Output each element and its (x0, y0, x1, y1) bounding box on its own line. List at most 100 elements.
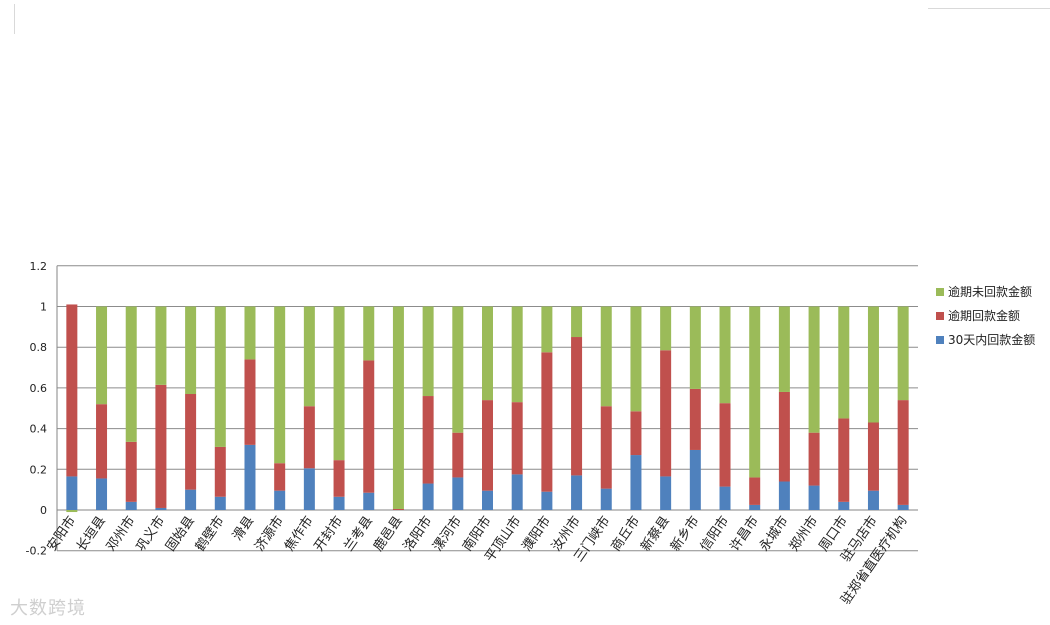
legend-label: 逾期未回款金额 (948, 284, 1032, 299)
x-tick-label: 洛阳市 (400, 513, 435, 554)
bar-segment-overdue-paid (630, 411, 642, 456)
bar-segment-overdue-unpaid (482, 306, 493, 401)
bar-segment-30-day (125, 501, 137, 510)
x-tick-label: 焦作市 (281, 513, 316, 554)
bar-segment-overdue-unpaid (571, 306, 583, 338)
bar-segment-overdue-paid (155, 384, 167, 508)
bar-segment-overdue-unpaid (630, 306, 642, 412)
bar-segment-30-day (719, 486, 731, 510)
bar-segment-30-day (778, 481, 790, 510)
y-tick-label: 0.4 (30, 423, 48, 436)
bar-segment-30-day (600, 488, 612, 510)
bar-segment-30-day (155, 507, 167, 510)
bar-segment-overdue-paid (897, 400, 909, 505)
bar-segment-overdue-unpaid (155, 306, 167, 385)
bar-segment-30-day (511, 474, 523, 510)
bar-segment-overdue-paid (303, 406, 315, 469)
legend-swatch (936, 312, 944, 320)
bar-segment-30-day (867, 490, 879, 510)
bar-segment-overdue-paid (274, 463, 286, 491)
bar-segment-overdue-unpaid (600, 306, 612, 407)
bar-segment-overdue-unpaid (66, 510, 78, 513)
bar-segment-30-day (689, 449, 701, 510)
x-tick-label: 许昌市 (726, 513, 761, 554)
y-tick-label: -0.2 (26, 545, 47, 558)
x-tick-label: 郑州市 (786, 513, 821, 554)
bar-segment-overdue-unpaid (541, 306, 553, 353)
bar-segment-30-day (363, 492, 375, 510)
x-tick-label: 安阳市 (44, 513, 79, 554)
x-tick-label: 邓州市 (103, 513, 138, 554)
bar-segment-overdue-paid (214, 446, 226, 497)
x-tick-label: 兰考县 (341, 514, 376, 555)
bar-segment-overdue-paid (541, 352, 553, 492)
legend-swatch (936, 288, 944, 296)
bar-segment-overdue-unpaid (511, 306, 523, 403)
bar-segment-30-day (660, 476, 672, 510)
bar-segment-overdue-unpaid (303, 306, 315, 407)
legend-swatch (936, 336, 944, 344)
bar-segment-overdue-paid (689, 388, 701, 450)
bar-segment-overdue-paid (96, 404, 108, 479)
bar-segment-overdue-paid (333, 460, 345, 497)
y-tick-label: 0.2 (30, 463, 48, 476)
x-tick-label: 新乡市 (667, 513, 702, 554)
x-tick-label: 鹤壁市 (192, 513, 227, 554)
bar-segment-overdue-unpaid (778, 306, 790, 392)
bar-segment-overdue-unpaid (749, 306, 761, 478)
bar-segment-overdue-unpaid (689, 306, 701, 389)
y-tick-label: 0.6 (30, 382, 48, 395)
y-tick-label: 1 (40, 301, 47, 314)
bar-segment-overdue-paid (778, 391, 790, 482)
bar-segment-overdue-unpaid (452, 306, 464, 433)
bar-segment-overdue-unpaid (333, 306, 345, 461)
bar-segment-overdue-paid (571, 337, 583, 476)
bar-segment-overdue-unpaid (392, 306, 404, 509)
bar-segment-overdue-unpaid (719, 306, 731, 404)
bar-segment-30-day (214, 496, 226, 510)
x-tick-label: 永城市 (756, 513, 791, 554)
bar-segment-overdue-unpaid (214, 306, 226, 447)
bar-segment-overdue-paid (185, 394, 197, 490)
legend-label: 30天内回款金额 (948, 332, 1035, 347)
bar-segment-overdue-paid (452, 432, 464, 478)
x-tick-label: 开封市 (311, 513, 346, 554)
bar-segment-overdue-paid (363, 360, 375, 493)
x-tick-label: 新蔡县 (637, 513, 672, 554)
x-tick-label: 信阳市 (697, 513, 732, 554)
legend-label: 逾期回款金额 (948, 308, 1020, 323)
x-tick-label: 固始县 (163, 514, 198, 555)
bar-segment-overdue-paid (482, 400, 493, 491)
bar-segment-30-day (571, 475, 583, 510)
x-tick-label: 濮阳市 (519, 513, 554, 554)
bars (66, 304, 909, 513)
x-tick-label: 商丘市 (608, 513, 643, 554)
x-tick-label: 漯河市 (430, 513, 465, 554)
bar-segment-overdue-unpaid (808, 306, 820, 433)
bar-segment-overdue-paid (392, 508, 404, 510)
y-axis-ticks: -0.2 0 0.2 0.4 0.6 0.8 1 1.2 (26, 260, 47, 558)
top-left-frame-line (14, 4, 15, 34)
x-tick-label: 长垣县 (74, 514, 109, 555)
bar-segment-overdue-unpaid (274, 306, 286, 464)
bar-segment-30-day (274, 490, 286, 510)
x-tick-label: 鹿邑县 (370, 513, 405, 554)
bar-segment-overdue-unpaid (660, 306, 672, 351)
bar-segment-overdue-paid (511, 402, 523, 475)
bar-segment-30-day (244, 444, 256, 510)
bar-segment-overdue-unpaid (867, 306, 879, 423)
bar-segment-overdue-paid (600, 406, 612, 489)
bar-segment-overdue-unpaid (838, 306, 850, 419)
bar-segment-30-day (185, 489, 197, 510)
bar-segment-overdue-paid (719, 403, 731, 487)
bar-segment-30-day (452, 477, 464, 510)
bar-segment-overdue-paid (125, 441, 137, 502)
bar-segment-overdue-unpaid (125, 306, 137, 442)
bar-segment-overdue-unpaid (244, 306, 256, 360)
watermark-text: 大数跨境 (10, 598, 86, 619)
bar-segment-overdue-paid (838, 418, 850, 502)
bar-segment-overdue-paid (749, 477, 761, 505)
bar-segment-30-day (333, 496, 345, 510)
